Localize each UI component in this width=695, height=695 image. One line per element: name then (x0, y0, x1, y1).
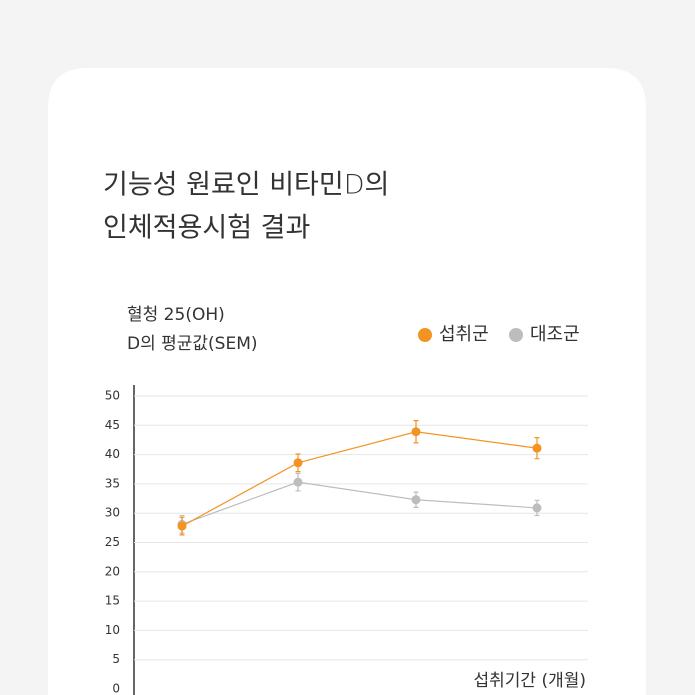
y-tick-label: 35 (105, 476, 120, 490)
legend-label: 대조군 (530, 324, 580, 345)
legend-dot (418, 328, 432, 342)
card (48, 68, 646, 695)
data-point (411, 495, 421, 505)
y-tick-label: 30 (105, 506, 120, 520)
data-point (293, 458, 303, 468)
data-point (293, 477, 303, 487)
y-tick-label: 40 (105, 447, 120, 461)
legend-dot (509, 328, 523, 342)
y-tick-label: 5 (112, 652, 120, 666)
y-tick-label: 25 (105, 535, 120, 549)
series-line (181, 431, 538, 527)
y-tick-label: 20 (105, 564, 120, 578)
title-line: 인체적용시험 결과 (103, 213, 310, 244)
data-point (532, 443, 542, 453)
y-axis-label: 혈청 25(OH) (127, 305, 225, 325)
data-point (177, 521, 187, 531)
y-axis-label: D의 평균값(SEM) (127, 334, 258, 354)
y-tick-label: 45 (105, 418, 120, 432)
y-tick-label: 50 (105, 389, 120, 403)
series-line (181, 481, 538, 525)
y-tick-label: 10 (105, 623, 120, 637)
data-point (411, 427, 421, 437)
legend-label: 섭취군 (439, 324, 489, 345)
y-tick-label: 0 (112, 682, 120, 695)
title-line: 기능성 원료인 비타민D의 (103, 170, 389, 201)
data-point (532, 503, 542, 513)
x-axis-label: 섭취기간 (개월) (473, 671, 586, 691)
y-tick-label: 15 (105, 594, 120, 608)
